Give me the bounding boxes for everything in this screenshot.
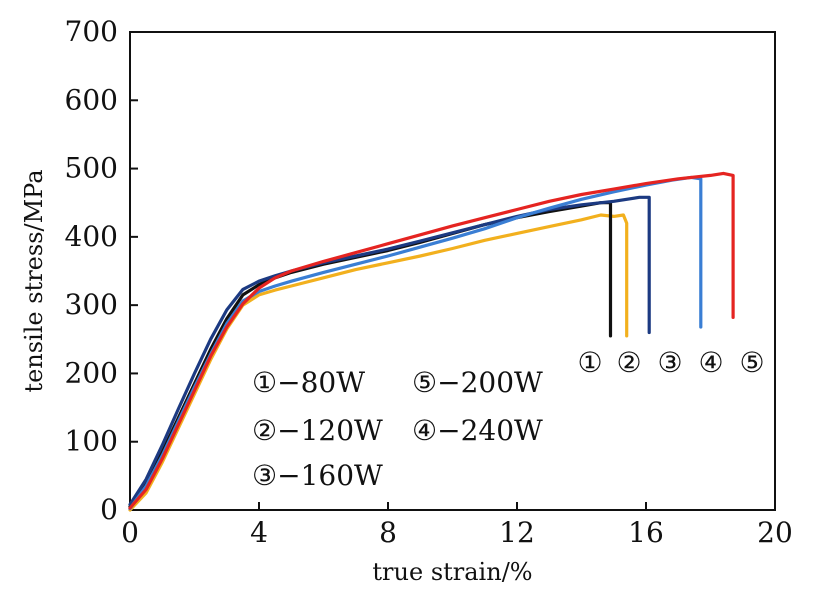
legend-entry: ①−80W bbox=[252, 366, 365, 399]
legend-entry: ③−160W bbox=[252, 459, 383, 492]
x-tick-label: 16 bbox=[628, 516, 664, 549]
y-tick-label: 600 bbox=[65, 83, 118, 116]
y-tick-label: 200 bbox=[65, 356, 118, 389]
legend: ①−80W ⑤−200W ②−120W ④−240W ③−160W bbox=[252, 366, 543, 492]
x-tick-label: 8 bbox=[379, 516, 397, 549]
legend-entry: ④−240W bbox=[412, 414, 543, 447]
series-layer bbox=[128, 171, 735, 512]
y-axis: 0 100 200 300 400 500 600 700 bbox=[65, 15, 138, 526]
x-axis-title: true strain/% bbox=[372, 558, 532, 586]
fracture-marker-2: ② bbox=[616, 346, 641, 379]
series-line-5 bbox=[128, 171, 735, 510]
x-tick-label: 4 bbox=[250, 516, 268, 549]
y-tick-label: 300 bbox=[65, 288, 118, 321]
y-tick-label: 0 bbox=[100, 493, 118, 526]
y-tick-label: 500 bbox=[65, 152, 118, 185]
series-line-4 bbox=[128, 175, 703, 511]
y-tick-label: 100 bbox=[65, 425, 118, 458]
y-tick-label: 700 bbox=[65, 15, 118, 48]
y-tick-label: 400 bbox=[65, 220, 118, 253]
x-tick-label: 12 bbox=[499, 516, 535, 549]
fracture-marker-3: ③ bbox=[657, 346, 682, 379]
x-tick-label: 0 bbox=[121, 516, 139, 549]
series-line-3 bbox=[128, 195, 651, 507]
legend-entry: ②−120W bbox=[252, 414, 383, 447]
x-axis: 0 4 8 12 16 20 bbox=[121, 502, 793, 549]
fracture-marker-4: ④ bbox=[698, 346, 723, 379]
fracture-marker-5: ⑤ bbox=[739, 346, 764, 379]
legend-entry: ⑤−200W bbox=[412, 366, 543, 399]
fracture-marker-1: ① bbox=[577, 346, 602, 379]
x-tick-label: 20 bbox=[757, 516, 793, 549]
plot-area-frame bbox=[129, 31, 776, 511]
y-axis-title: tensile stress/MPa bbox=[20, 169, 48, 392]
